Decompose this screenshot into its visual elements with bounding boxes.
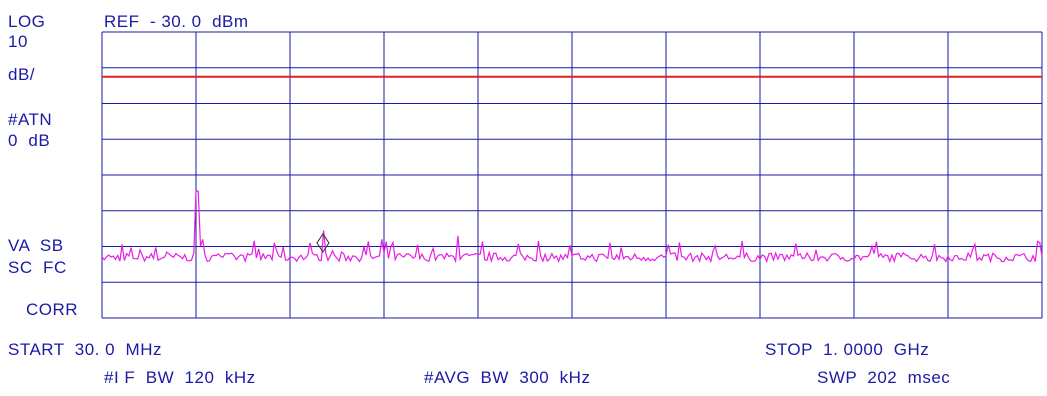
plot-grid bbox=[101, 31, 1043, 319]
ref-level-label: REF - 30. 0 dBm bbox=[104, 12, 249, 31]
sweep-time: SWP 202 msec bbox=[817, 368, 951, 387]
scale-value-label: 10 bbox=[8, 32, 28, 51]
scale-mode-label: LOG bbox=[8, 12, 46, 31]
marker-diamond bbox=[316, 233, 330, 253]
scale-fc-label: SC FC bbox=[8, 258, 67, 277]
scale-unit-label: dB/ bbox=[8, 65, 36, 84]
video-avg-label: VA SB bbox=[8, 236, 64, 255]
attenuation-label: #ATN bbox=[8, 110, 53, 129]
corr-label: CORR bbox=[26, 300, 79, 319]
spectrum-trace bbox=[101, 190, 1043, 264]
marker-icon bbox=[316, 233, 330, 253]
stop-frequency: STOP 1. 0000 GHz bbox=[765, 340, 930, 359]
attenuation-value: 0 dB bbox=[8, 131, 51, 150]
if-bandwidth: #I F BW 120 kHz bbox=[104, 368, 256, 387]
start-frequency: START 30. 0 MHz bbox=[8, 340, 162, 359]
avg-bandwidth: #AVG BW 300 kHz bbox=[424, 368, 591, 387]
